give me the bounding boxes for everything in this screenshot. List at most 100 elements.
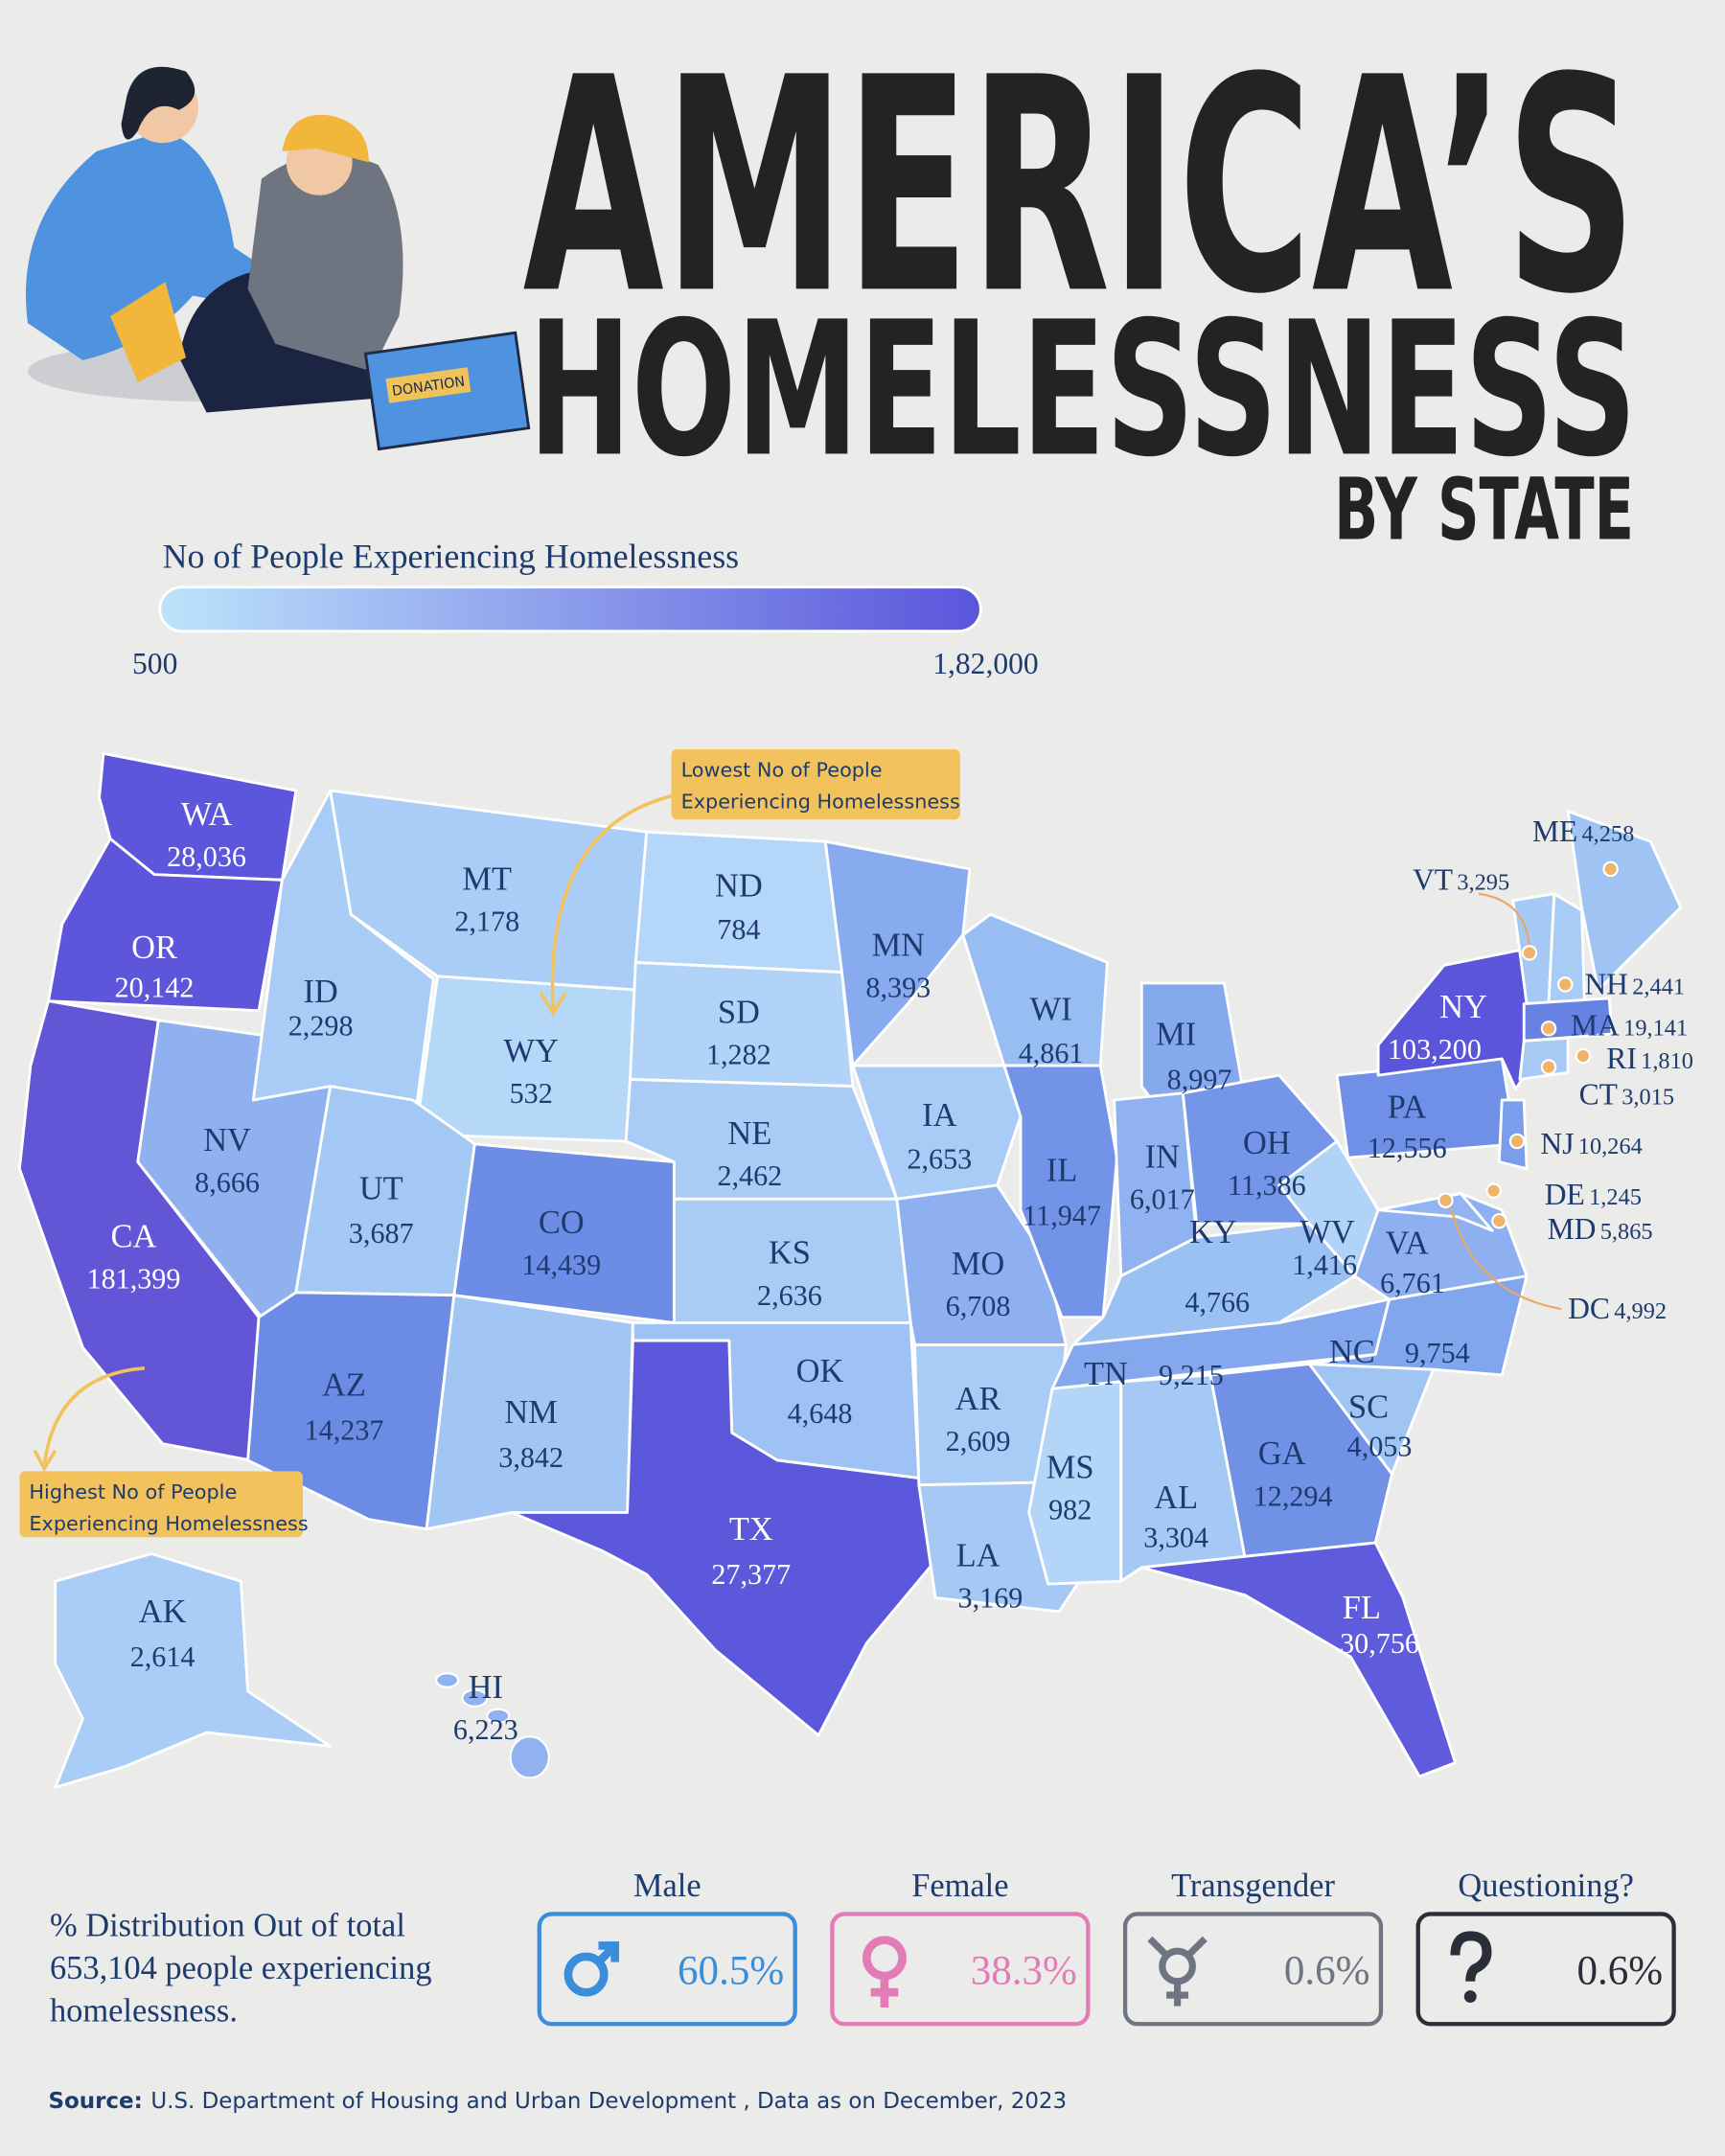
state-label: CT 3,015 [1579, 1077, 1674, 1111]
state-abbr: OH [1243, 1125, 1291, 1161]
legend-min: 500 [132, 647, 177, 680]
state [509, 1735, 550, 1779]
state-value: 14,439 [521, 1249, 601, 1281]
state-value: 982 [1048, 1494, 1092, 1526]
figure-coat [25, 130, 276, 360]
state [435, 1672, 460, 1688]
state [823, 839, 972, 1067]
state [1139, 1541, 1457, 1778]
title-line: AMERICA’S [523, 14, 1637, 358]
distribution-text: homelessness. [50, 1992, 238, 2029]
state [510, 1339, 937, 1737]
group-box [1122, 1912, 1384, 2027]
state-value: 2,636 [757, 1279, 822, 1312]
state-label: MD 5,865 [1548, 1212, 1653, 1246]
state-abbr: MO [952, 1246, 1004, 1282]
state-abbr: NJ [1540, 1127, 1574, 1160]
figure-beanie [282, 114, 369, 163]
state-abbr: OK [796, 1353, 844, 1389]
state-label: MA 19,141 [1571, 1009, 1688, 1043]
state-abbr: SD [718, 995, 760, 1031]
state-value: 4,766 [1184, 1286, 1250, 1319]
group-icon [564, 1941, 620, 1997]
annotation-arrow [42, 1365, 146, 1466]
marker-dot [1540, 1021, 1557, 1037]
state-abbr: MA [1571, 1009, 1620, 1043]
state-abbr: TN [1084, 1356, 1128, 1392]
map [17, 751, 1683, 1789]
annotation-text: Highest No of People [29, 1480, 237, 1503]
state-value: 6,017 [1130, 1182, 1195, 1215]
state-abbr: NH [1584, 967, 1628, 1000]
state [1497, 1098, 1529, 1171]
state-value: 6,708 [946, 1290, 1011, 1322]
state-value: 20,142 [115, 971, 195, 1003]
state-label: ME 4,258 [1532, 814, 1634, 848]
leader-line [1450, 1206, 1562, 1311]
state-abbr: UT [359, 1170, 403, 1206]
group-icon [862, 1936, 907, 2008]
marker-dot [1602, 860, 1619, 878]
state-abbr: SC [1348, 1388, 1389, 1425]
state-value: 3,295 [1457, 869, 1509, 895]
donation-box: DONATION [363, 331, 531, 451]
state-value: 2,614 [130, 1640, 196, 1673]
state-abbr: FL [1343, 1590, 1381, 1626]
marker-dot [1521, 945, 1538, 961]
leader-line [1478, 892, 1531, 950]
group-value: 0.6% [1284, 1949, 1370, 1994]
state-value: 1,810 [1641, 1048, 1693, 1074]
state-value: 181,399 [87, 1263, 181, 1296]
state-abbr: DE [1545, 1178, 1585, 1211]
state-label: VT 3,295 [1413, 862, 1509, 896]
state-value: 8,393 [865, 971, 931, 1003]
state-abbr: IA [922, 1097, 956, 1134]
distribution-text: % Distribution Out of total [50, 1907, 405, 1943]
group-name: Male [633, 1868, 702, 1904]
state-abbr: WI [1030, 992, 1072, 1028]
state-abbr: WV [1300, 1214, 1354, 1250]
state-value: 4,053 [1347, 1431, 1413, 1463]
state-abbr: MI [1156, 1017, 1196, 1053]
state-value: 2,609 [946, 1425, 1011, 1457]
state-abbr: KS [769, 1235, 811, 1272]
state-value: 6,223 [453, 1713, 518, 1746]
figure-boot [110, 282, 187, 382]
illustration: DONATION [25, 66, 531, 451]
legend-max: 1,82,000 [932, 647, 1038, 680]
state-abbr: CO [539, 1204, 585, 1241]
state-abbr: LA [956, 1537, 1000, 1573]
state-abbr: ME [1532, 814, 1577, 848]
state-abbr: AR [955, 1381, 1001, 1417]
state-value: 4,648 [788, 1397, 853, 1430]
state-abbr: NE [727, 1115, 771, 1152]
distribution: % Distribution Out of total 653,104 peopl… [50, 1868, 1676, 2029]
state-abbr: MD [1548, 1212, 1597, 1246]
state-value: 3,169 [958, 1581, 1024, 1614]
state-abbr: CT [1579, 1077, 1618, 1111]
marker-dot [1575, 1047, 1592, 1065]
state-abbr: CA [111, 1218, 157, 1254]
state-label: RI 1,810 [1606, 1042, 1693, 1075]
state-value: 3,015 [1622, 1084, 1674, 1110]
source-text: U.S. Department of Housing and Urban Dev… [150, 2089, 1067, 2114]
state-value: 28,036 [167, 840, 246, 873]
state [1208, 1363, 1393, 1558]
state-value: 532 [510, 1077, 553, 1110]
state-abbr: VA [1386, 1226, 1429, 1262]
figure-hair [121, 66, 196, 140]
state-abbr: GA [1258, 1435, 1306, 1472]
state-abbr: TX [729, 1511, 773, 1548]
icon [870, 1976, 899, 2008]
source-label: Source: [49, 2089, 143, 2114]
group-value: 0.6% [1576, 1949, 1663, 1994]
marker-dot [1485, 1182, 1502, 1199]
state-value: 10,264 [1578, 1134, 1643, 1159]
state-abbr: MT [462, 860, 512, 897]
group-name: Female [911, 1868, 1008, 1904]
state [1566, 810, 1683, 992]
state-value: 4,258 [1581, 821, 1634, 847]
state-value: 8,997 [1167, 1063, 1232, 1095]
source: Source: U.S. Department of Housing and Ur… [49, 2089, 1068, 2114]
state-value: 2,441 [1632, 974, 1685, 999]
